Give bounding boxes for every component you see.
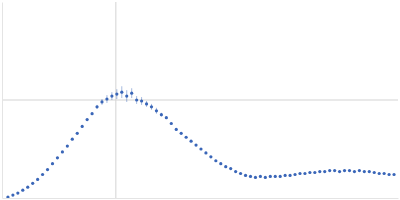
point xyxy=(61,150,64,153)
point xyxy=(185,136,188,139)
point xyxy=(71,138,74,141)
point xyxy=(46,168,49,171)
point xyxy=(76,132,79,135)
point xyxy=(95,105,98,108)
point xyxy=(180,132,183,135)
point xyxy=(264,176,267,179)
point xyxy=(204,151,207,154)
point xyxy=(244,174,247,177)
point xyxy=(16,192,19,195)
point xyxy=(387,173,390,176)
point xyxy=(170,122,173,125)
point xyxy=(293,173,296,176)
point xyxy=(323,170,326,173)
point xyxy=(274,175,277,178)
point xyxy=(392,173,395,176)
point xyxy=(150,105,153,108)
point xyxy=(269,175,272,178)
axis-line xyxy=(2,3,3,199)
point xyxy=(194,143,197,146)
point xyxy=(308,171,311,174)
point xyxy=(31,182,34,185)
point xyxy=(120,91,123,94)
point xyxy=(155,109,158,112)
point xyxy=(358,169,361,172)
point xyxy=(373,171,376,174)
point xyxy=(51,162,54,165)
point xyxy=(81,125,84,128)
point xyxy=(175,128,178,131)
point xyxy=(378,172,381,175)
point xyxy=(239,172,242,175)
point xyxy=(26,186,29,189)
point xyxy=(189,140,192,143)
point xyxy=(234,170,237,173)
point xyxy=(328,169,331,172)
point xyxy=(66,144,69,147)
point xyxy=(219,162,222,165)
point xyxy=(115,93,118,96)
point xyxy=(11,193,14,196)
point xyxy=(100,100,103,103)
point xyxy=(21,189,24,192)
point xyxy=(368,170,371,173)
point xyxy=(125,94,128,97)
point xyxy=(363,170,366,173)
point xyxy=(229,167,232,170)
point xyxy=(249,175,252,178)
point xyxy=(145,102,148,105)
point xyxy=(348,169,351,172)
point xyxy=(130,92,133,95)
point xyxy=(209,155,212,158)
point xyxy=(110,94,113,97)
point xyxy=(36,178,39,181)
point xyxy=(41,173,44,176)
point xyxy=(288,174,291,177)
point xyxy=(313,171,316,174)
chart xyxy=(0,0,400,200)
grid xyxy=(2,2,398,198)
point xyxy=(140,99,143,102)
point xyxy=(303,172,306,175)
point xyxy=(284,174,287,177)
point xyxy=(165,116,168,119)
point xyxy=(333,169,336,172)
x-axis xyxy=(3,198,399,200)
plot-area xyxy=(6,86,395,198)
point xyxy=(214,159,217,162)
point xyxy=(279,175,282,178)
y-axis xyxy=(2,3,4,199)
point xyxy=(338,170,341,173)
point xyxy=(259,175,262,178)
point xyxy=(383,172,386,175)
point xyxy=(298,172,301,175)
point xyxy=(199,147,202,150)
point xyxy=(343,169,346,172)
point xyxy=(86,118,89,121)
point xyxy=(6,195,9,198)
series xyxy=(6,86,395,198)
point xyxy=(160,113,163,116)
grid-line xyxy=(2,100,398,101)
point xyxy=(105,97,108,100)
axis-line xyxy=(3,198,399,199)
point xyxy=(224,165,227,168)
point xyxy=(90,112,93,115)
point xyxy=(135,98,138,101)
point xyxy=(56,156,59,159)
point xyxy=(353,170,356,173)
point xyxy=(318,170,321,173)
point xyxy=(254,176,257,179)
